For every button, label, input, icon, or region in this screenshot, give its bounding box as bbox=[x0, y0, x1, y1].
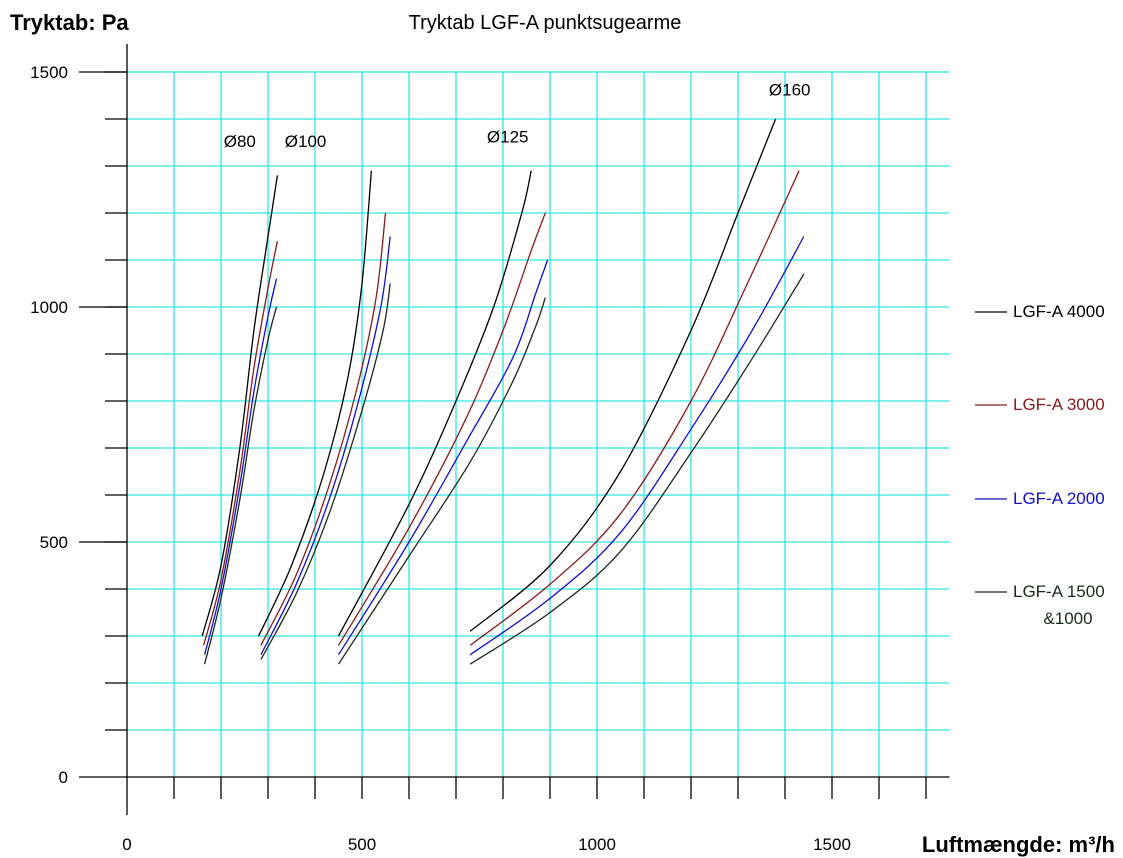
legend-label: LGF-A 3000 bbox=[1013, 395, 1105, 414]
diameter-label: Ø100 bbox=[285, 132, 327, 151]
series-line bbox=[203, 278, 278, 655]
grid bbox=[127, 71, 950, 777]
series-line bbox=[203, 306, 278, 665]
series-line bbox=[260, 212, 387, 646]
series-line bbox=[258, 170, 373, 637]
legend-label: LGF-A 2000 bbox=[1013, 489, 1105, 508]
y-tick-label: 500 bbox=[40, 533, 68, 552]
series-line bbox=[469, 273, 805, 665]
series-line bbox=[201, 175, 279, 637]
series-line bbox=[469, 118, 777, 632]
series-line bbox=[469, 236, 805, 656]
series-line bbox=[337, 170, 532, 637]
chart-title: Tryktab LGF-A punktsugearme bbox=[409, 12, 682, 34]
curve-group bbox=[469, 118, 805, 665]
group-labels: Ø80 Ø100 Ø125 Ø160 bbox=[224, 81, 811, 152]
curve-group bbox=[337, 170, 549, 665]
curve-group bbox=[201, 175, 279, 665]
y-tick-label: 1500 bbox=[30, 63, 68, 82]
curve-group bbox=[258, 170, 391, 660]
axes bbox=[79, 44, 950, 815]
diameter-label: Ø125 bbox=[487, 128, 529, 147]
series-line bbox=[337, 212, 546, 646]
series-line bbox=[260, 283, 391, 660]
diameter-label: Ø80 bbox=[224, 132, 256, 151]
legend-label-line2: &1000 bbox=[1043, 609, 1092, 628]
series-line bbox=[337, 259, 549, 656]
series-line bbox=[469, 170, 800, 646]
tick-labels: 0 500 1000 1500 0 500 1000 1500 bbox=[30, 63, 851, 854]
x-axis-title: Luftmængde: m³/h bbox=[922, 832, 1115, 857]
y-tick-label: 0 bbox=[59, 768, 68, 787]
legend-label: LGF-A 1500 bbox=[1013, 582, 1105, 601]
y-tick-label: 1000 bbox=[30, 298, 68, 317]
legend: LGF-A 4000 LGF-A 3000 LGF-A 2000 LGF-A 1500… bbox=[975, 302, 1105, 628]
x-tick-label: 1000 bbox=[578, 835, 616, 854]
diameter-label: Ø160 bbox=[769, 81, 811, 100]
x-tick-label: 1500 bbox=[813, 835, 851, 854]
series-line bbox=[202, 241, 279, 646]
x-tick-label: 0 bbox=[122, 835, 131, 854]
y-axis-title: Tryktab: Pa bbox=[10, 10, 129, 35]
x-tick-label: 500 bbox=[348, 835, 376, 854]
series-line bbox=[337, 297, 546, 665]
curves bbox=[201, 118, 805, 665]
series-line bbox=[260, 236, 391, 656]
legend-label: LGF-A 4000 bbox=[1013, 302, 1105, 321]
